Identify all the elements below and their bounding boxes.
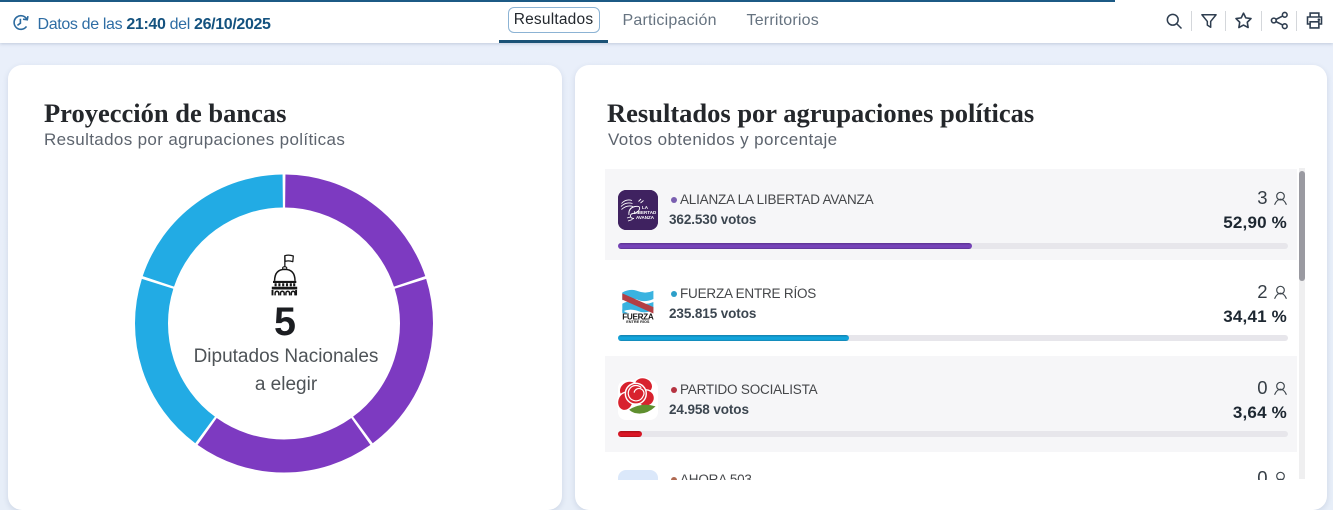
svg-text:LIBERTAD: LIBERTAD bbox=[633, 210, 656, 215]
svg-text:ENTRE RÍOS: ENTRE RÍOS bbox=[626, 319, 650, 324]
svg-text:FUERZA: FUERZA bbox=[622, 312, 654, 321]
svg-text:AVANZA: AVANZA bbox=[635, 215, 654, 220]
svg-text:LA: LA bbox=[642, 205, 649, 210]
